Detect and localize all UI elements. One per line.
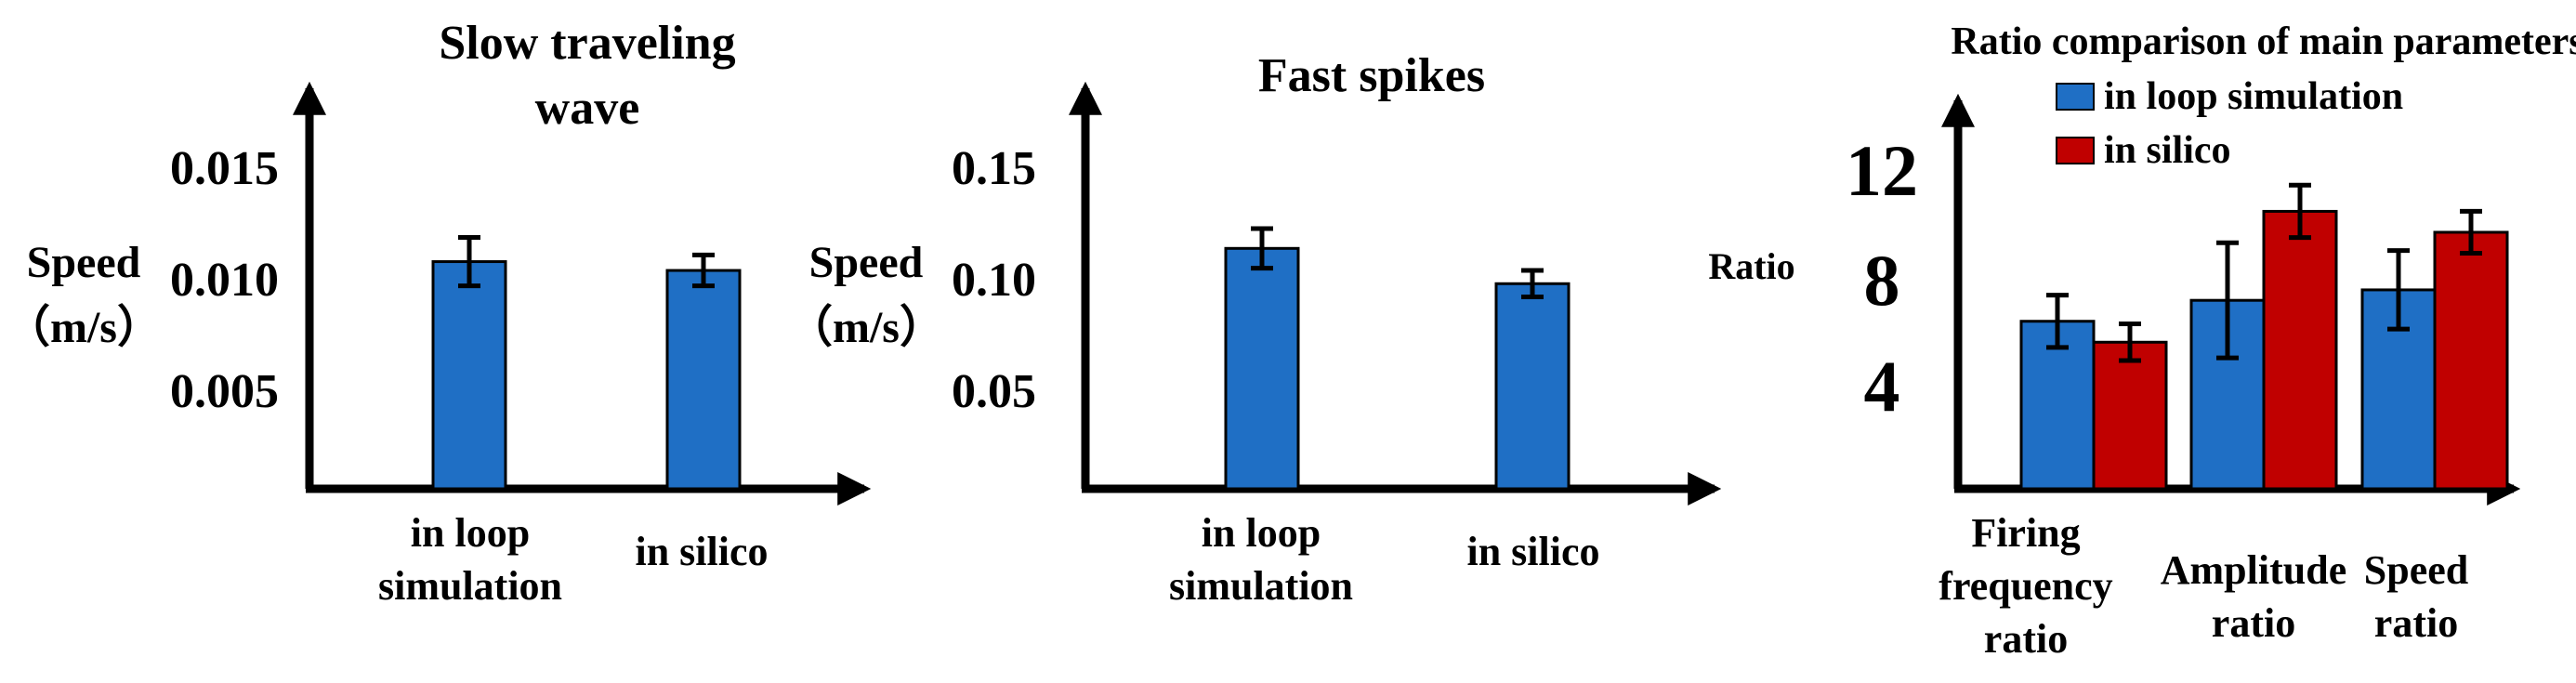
chart-1-ylabel: Speed (27, 238, 141, 287)
chart-2-x-label: in loop (1202, 510, 1321, 556)
chart-1-ytick: 0.010 (170, 254, 279, 307)
chart-2-bars (1224, 226, 1571, 491)
chart-1-ytick: 0.015 (170, 142, 279, 195)
chart-1-title-line-1: Slow traveling (439, 17, 735, 70)
chart-2-title: Fast spikes (1258, 49, 1485, 102)
chart-1-bar-error-bar (692, 252, 715, 289)
chart-3-bar-in-loop-error-bar (2387, 248, 2410, 332)
chart-3-bar-in-silico-error-bar (2460, 208, 2482, 256)
chart-2-bar (1494, 282, 1571, 491)
legend-swatch-in-silico (2056, 137, 2095, 164)
chart-2-x-label: simulation (1169, 563, 1353, 609)
chart-3-x-label: Speed (2364, 547, 2468, 593)
legend-label-in-silico: in silico (2104, 129, 2231, 172)
chart-2-ylabel-unit: （m/s） (788, 303, 944, 352)
chart-panel-1: Slow traveling wave Speed （m/s） 0.015 0.… (6, 17, 872, 609)
chart-1-x-label: in silico (635, 529, 768, 574)
chart-3-bar-in-silico-error-bar (2119, 322, 2141, 363)
chart-3-ylabel: Ratio (1708, 245, 1794, 287)
chart-3-x-label: frequency (1939, 563, 2112, 609)
chart-3-x-label: Firing (1971, 510, 2080, 556)
chart-2-ylabel: Speed (809, 238, 924, 287)
chart-3-x-label: ratio (2212, 600, 2295, 646)
chart-2-bar-error-bar (1521, 268, 1544, 300)
chart-3-x-label: ratio (2374, 600, 2458, 646)
chart-2-ytick: 0.05 (952, 365, 1036, 418)
chart-3-bar-in-loop-error-bar (2046, 293, 2069, 350)
chart-3-bar-in-silico (2262, 209, 2338, 491)
chart-1-title-line-2: wave (535, 82, 640, 135)
chart-3-ytick: 12 (1846, 130, 1918, 211)
chart-1-x-label: in loop (411, 510, 530, 556)
chart-3-bar-in-loop-error-bar (2216, 240, 2239, 361)
chart-2-ytick: 0.15 (952, 142, 1036, 195)
chart-2-bar-error-bar (1251, 226, 1273, 271)
chart-1-ytick: 0.005 (170, 365, 279, 418)
chart-1-bar (431, 260, 507, 491)
legend-swatch-in-loop (2056, 83, 2095, 111)
chart-2-x-label: in silico (1466, 529, 1599, 574)
chart-panel-2: Fast spikes Speed （m/s） 0.15 0.10 0.05 i… (788, 49, 1722, 609)
chart-1-ylabel-unit: （m/s） (6, 303, 162, 352)
chart-3-bar-in-silico (2433, 230, 2509, 491)
chart-3-ytick: 8 (1864, 240, 1900, 321)
chart-3-bars (2019, 182, 2509, 491)
chart-3-ytick: 4 (1864, 346, 1900, 427)
chart-1-bars (431, 234, 742, 491)
chart-3-x-label: ratio (1984, 616, 2068, 662)
chart-3-bar-in-silico (2092, 340, 2168, 491)
chart-2-ytick: 0.10 (952, 254, 1036, 307)
chart-1-x-label: simulation (378, 563, 562, 609)
legend-label-in-loop: in loop simulation (2104, 75, 2403, 118)
chart-panel-3: Ratio comparison of main parameters in l… (1708, 20, 2576, 662)
chart-1-bar-error-bar (458, 234, 480, 289)
chart-3-x-label: Amplitude (2161, 547, 2346, 593)
chart-1-bar (665, 269, 742, 491)
chart-2-bar (1224, 246, 1300, 491)
chart-3-bar-in-silico-error-bar (2289, 182, 2311, 241)
chart-3-title: Ratio comparison of main parameters (1951, 20, 2576, 63)
